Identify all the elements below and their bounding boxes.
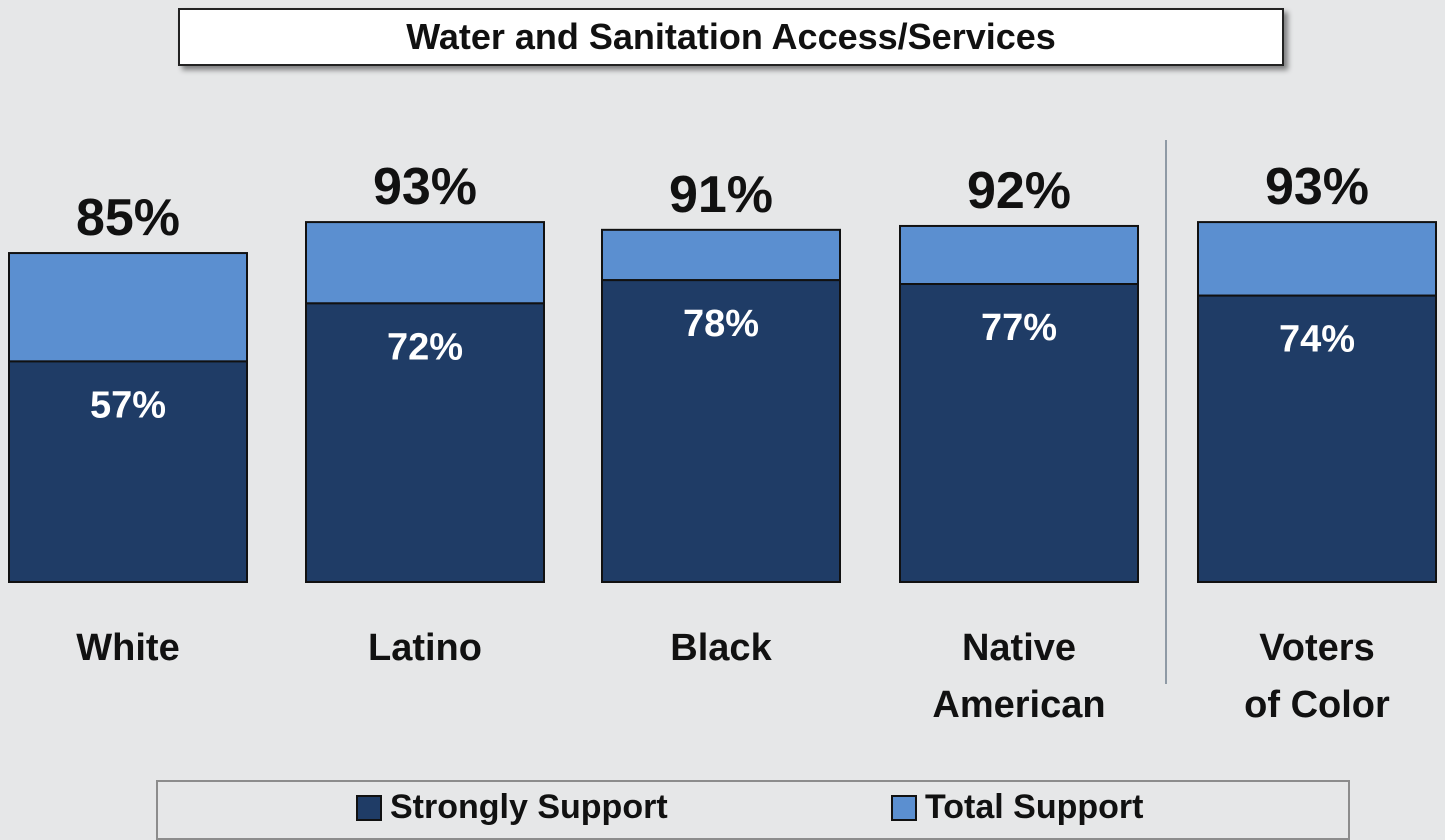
bar-strongly-support-0	[8, 360, 248, 583]
category-label: Black	[670, 627, 772, 669]
legend-swatch-strongly-support	[356, 794, 382, 821]
legend-item-total-support: Total Support	[891, 788, 1143, 827]
category-label: American	[932, 684, 1105, 726]
category-label: Latino	[368, 627, 482, 669]
chart-title: Water and Sanitation Access/Services	[178, 8, 1284, 66]
category-label: Native	[962, 627, 1076, 669]
data-label-strongly-support: 72%	[387, 326, 463, 368]
data-label-strongly-support: 77%	[981, 307, 1057, 349]
legend-item-strongly-support: Strongly Support	[356, 788, 668, 827]
bar-total-support-3	[899, 224, 1139, 286]
bar-total-support-0	[8, 252, 248, 363]
category-label: of Color	[1244, 684, 1390, 726]
bar-strongly-support-4	[1197, 294, 1437, 583]
legend-label-strongly-support: Strongly Support	[390, 788, 668, 826]
data-label-total-support: 85%	[76, 189, 180, 247]
data-label-total-support: 91%	[669, 166, 773, 224]
bar-total-support-1	[305, 221, 545, 305]
legend-label-total-support: Total Support	[925, 788, 1144, 826]
data-label-strongly-support: 57%	[90, 384, 166, 426]
data-label-total-support: 93%	[373, 158, 477, 216]
legend: Strongly Support Total Support	[156, 780, 1350, 840]
data-label-total-support: 92%	[967, 162, 1071, 220]
data-label-total-support: 93%	[1265, 158, 1369, 216]
category-label: White	[76, 627, 179, 669]
category-label: Voters	[1259, 627, 1374, 669]
bar-strongly-support-3	[899, 283, 1139, 583]
data-label-strongly-support: 78%	[683, 303, 759, 345]
bar-total-support-2	[601, 228, 841, 282]
bar-strongly-support-2	[601, 279, 841, 583]
legend-swatch-total-support	[891, 794, 917, 821]
bar-strongly-support-1	[305, 302, 545, 583]
bar-total-support-4	[1197, 221, 1437, 297]
data-label-strongly-support: 74%	[1279, 319, 1355, 361]
bar-chart: 85% 57% White 93% 72% Latino 91% 78% Black 92% 77%…	[8, 140, 1437, 726]
